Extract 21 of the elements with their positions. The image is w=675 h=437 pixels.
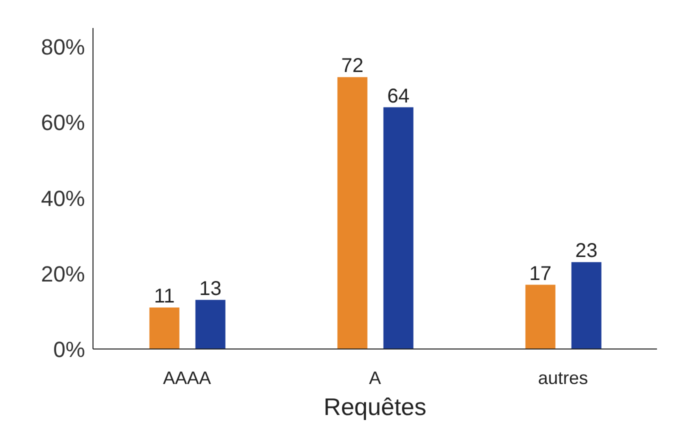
data-label: 64 (387, 85, 410, 108)
bar (195, 300, 226, 349)
data-label: 13 (199, 278, 222, 300)
x-tick-label: AAAA (162, 368, 212, 388)
x-tick-label: A (368, 368, 382, 388)
data-label: 17 (529, 262, 552, 285)
y-tick-label: 40% (40, 186, 85, 211)
bar (383, 107, 414, 349)
data-label: 72 (341, 55, 364, 78)
bar (337, 77, 368, 349)
data-label: 11 (154, 285, 175, 308)
x-tick-label: autres (538, 368, 588, 388)
bar (149, 307, 180, 349)
data-label: 23 (575, 240, 598, 262)
bar (571, 262, 602, 349)
x-axis-title: Requêtes (324, 394, 426, 421)
y-tick-label: 20% (40, 261, 85, 286)
y-tick-label: 80% (40, 34, 85, 60)
y-tick-label: 60% (40, 110, 85, 136)
y-tick-label: 0% (53, 336, 85, 362)
bar (525, 284, 556, 349)
